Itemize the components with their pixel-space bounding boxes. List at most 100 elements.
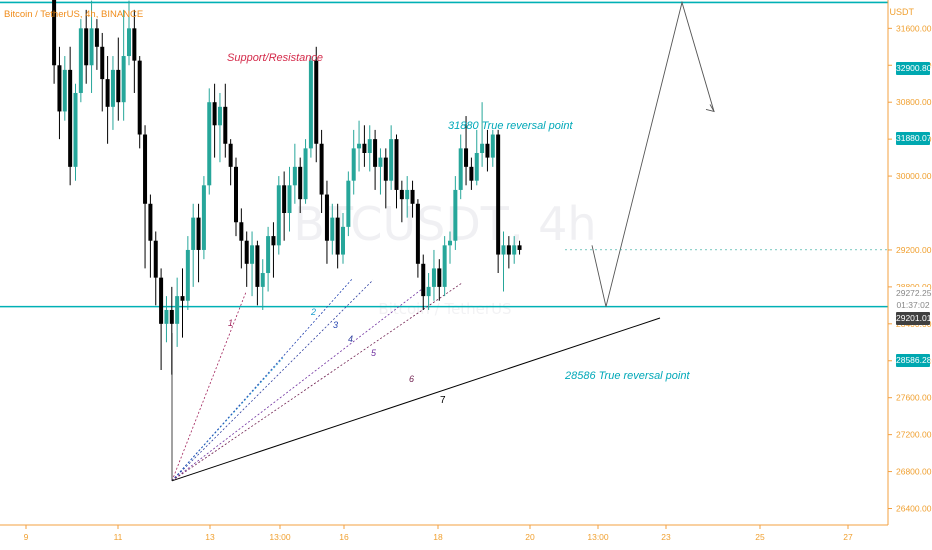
candle-body [474, 152, 479, 181]
candle-body [442, 245, 447, 287]
fan-label-6: 6 [409, 374, 415, 384]
candle-body [389, 139, 394, 181]
candle-body [298, 166, 303, 200]
candle-body [223, 106, 228, 144]
candle-body [490, 134, 495, 158]
symbol-header[interactable]: Bitcoin / TetherUS, 4h, BINANCE [4, 9, 144, 20]
candle-body [201, 185, 206, 250]
fan-label-5: 5 [371, 348, 377, 358]
fan-label-3: 3 [333, 320, 339, 330]
candle-body [458, 148, 463, 190]
candle-body [116, 69, 121, 103]
candle-body [453, 189, 458, 241]
candle-body [464, 148, 469, 167]
y-tick-label: 31600.00 [896, 23, 932, 33]
candle-body [292, 166, 297, 186]
candle-body [89, 28, 94, 66]
candle-body [52, 0, 57, 66]
y-tick-label: 28800.00 [896, 282, 932, 292]
candle-body [196, 217, 201, 250]
candle-body [506, 245, 511, 255]
candle-body [250, 245, 255, 264]
candle-body [512, 245, 517, 255]
candle-body [110, 69, 115, 107]
currency-label: USDT [889, 7, 915, 17]
candle-body [84, 28, 89, 66]
resistance-price-tag: 32900.80 [896, 62, 932, 75]
candle-body [217, 106, 222, 126]
current-price-tag: 29201.01 [896, 312, 932, 325]
candle-body [175, 296, 180, 324]
candle-body [335, 217, 340, 255]
fan-label-1: 1 [228, 318, 234, 328]
candle-body [357, 143, 362, 149]
candle-body [185, 249, 190, 301]
y-tick-label: 27600.00 [896, 393, 932, 403]
fan-label-7: 7 [440, 395, 446, 406]
x-tick-label: 13:00 [587, 532, 609, 542]
candle-body [276, 185, 281, 246]
candle-body [448, 240, 452, 246]
fan-line-1 [171, 291, 247, 481]
candle-body [501, 245, 506, 255]
candle-body [346, 180, 351, 227]
upper-reversal-price-tag: 31880.07 [896, 132, 932, 145]
support-resistance-label: Support/Resistance [227, 52, 323, 64]
fan-line-3 [171, 277, 354, 482]
projection-path [591, 0, 715, 307]
candle-body [319, 143, 324, 195]
candle-body [341, 226, 345, 255]
candle-body [212, 102, 217, 126]
candle-body [105, 79, 110, 107]
candle-body [159, 277, 164, 324]
candle-body [405, 189, 410, 200]
x-tick-label: 9 [24, 532, 29, 542]
candle-body [426, 286, 431, 297]
lower-reversal-label: 28586 True reversal point [565, 370, 690, 382]
candle-body [373, 139, 378, 167]
x-tick-label: 13:00 [269, 532, 291, 542]
candle-body [399, 189, 404, 200]
lower-reversal-price-tag: 28586.28 [896, 354, 932, 367]
fan-line-4 [171, 279, 374, 482]
candle-body [207, 102, 212, 186]
candle-body [469, 166, 474, 181]
candle-body [266, 236, 271, 274]
candle-body [100, 46, 105, 80]
candle-body [127, 28, 131, 57]
y-tick-label: 26400.00 [896, 504, 932, 514]
watermark-name: Bitcoin / TetherUS [378, 300, 511, 318]
candle-body [180, 296, 185, 301]
candle-body [437, 268, 442, 287]
candle-body [410, 189, 415, 204]
fan-line-7 [171, 317, 661, 482]
candle-body [57, 65, 62, 112]
fan-line-5 [171, 288, 423, 482]
candle-body [143, 134, 148, 204]
candle-body [496, 134, 501, 255]
candle-body [415, 203, 420, 264]
candle-body [260, 273, 265, 287]
candle-body [421, 263, 426, 297]
candle-body [62, 69, 67, 112]
y-tick-label: 29200.00 [896, 245, 932, 255]
candle-body [164, 309, 169, 324]
candle-body [239, 222, 244, 241]
candle-body [480, 143, 485, 153]
x-tick-label: 25 [755, 532, 765, 542]
upper-reversal-label: 31880 True reversal point [448, 120, 573, 132]
candle-body [383, 157, 388, 181]
candle-body [271, 236, 276, 246]
candle-body [308, 60, 313, 149]
x-tick-label: 18 [433, 532, 443, 542]
candle-body [303, 148, 308, 200]
fan-line-2 [171, 357, 284, 482]
x-tick-label: 23 [661, 532, 671, 542]
candle-body [132, 28, 137, 61]
candle-body [228, 143, 233, 167]
candle-body [244, 240, 249, 264]
candle-body [314, 60, 319, 144]
candle-body [378, 157, 383, 167]
candle-body [153, 240, 158, 278]
